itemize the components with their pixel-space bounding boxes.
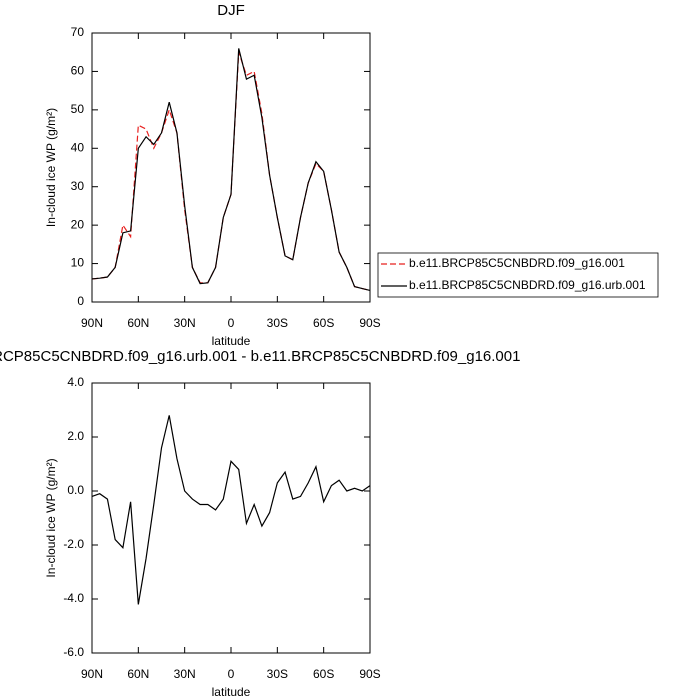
y-tick-label: 70: [71, 25, 85, 39]
x-tick-label: 30N: [174, 667, 196, 681]
plot-frame: [91, 32, 371, 303]
y-tick-label: 0.0: [67, 483, 84, 497]
x-tick-label: 0: [228, 667, 235, 681]
legend-label: b.e11.BRCP85C5CNBDRD.f09_g16.urb.001: [409, 278, 646, 292]
y-tick-label: -2.0: [63, 537, 84, 551]
legend-label: b.e11.BRCP85C5CNBDRD.f09_g16.001: [409, 256, 625, 270]
x-tick-label: 30N: [174, 316, 196, 330]
y-tick-label: 40: [71, 140, 85, 154]
x-tick-label: 30S: [267, 316, 288, 330]
y-axis-label: In-cloud ice WP (g/m²): [44, 108, 58, 227]
plot-frame: [91, 382, 371, 654]
y-tick-label: 4.0: [67, 375, 84, 389]
x-tick-label: 0: [228, 316, 235, 330]
x-axis-label: latitude: [212, 334, 251, 348]
x-tick-label: 60N: [127, 667, 149, 681]
x-tick-label: 90S: [359, 316, 380, 330]
y-tick-label: 50: [71, 102, 85, 116]
y-tick-label: 0: [77, 294, 84, 308]
x-tick-label: 90S: [359, 667, 380, 681]
chart-title: DJF: [217, 2, 245, 19]
y-tick-label: 30: [71, 179, 85, 193]
data-line: [91, 415, 371, 605]
x-tick-label: 90N: [81, 667, 103, 681]
y-tick-label: 2.0: [67, 429, 84, 443]
x-tick-label: 30S: [267, 667, 288, 681]
y-tick-label: 10: [71, 256, 85, 270]
y-axis-label: In-cloud ice WP (g/m²): [44, 458, 58, 577]
x-axis-label: latitude: [212, 685, 251, 699]
x-tick-label: 60N: [127, 316, 149, 330]
y-tick-label: -6.0: [63, 645, 84, 659]
y-tick-label: 20: [71, 217, 85, 231]
y-tick-label: 60: [71, 64, 85, 78]
x-tick-label: 60S: [313, 316, 334, 330]
y-tick-label: -4.0: [63, 591, 84, 605]
legend-box: [377, 252, 659, 298]
data-line: [91, 52, 371, 292]
data-line: [91, 48, 371, 292]
x-tick-label: 90N: [81, 316, 103, 330]
x-tick-label: 60S: [313, 667, 334, 681]
chart-title: b.e11.BRCP85C5CNBDRD.f09_g16.urb.001 - b…: [0, 348, 520, 365]
